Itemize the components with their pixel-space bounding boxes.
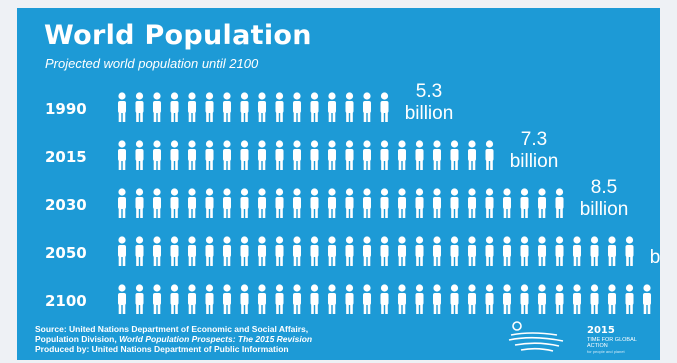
chart-subtitle: Projected world population until 2100 (45, 56, 259, 71)
value-label-2015: 7.3 (521, 129, 547, 150)
produced-by-line: Produced by: United Nations Department o… (35, 344, 289, 354)
population-bar-2030 (118, 188, 564, 218)
value-label-2030: 8.5 (591, 177, 617, 198)
source-line-2-prefix: Population Division, (35, 334, 120, 344)
year-label-2015: 2015 (45, 148, 87, 166)
value-label-1990: 5.3 (416, 81, 442, 102)
population-bar-2100 (118, 284, 651, 314)
population-bar-2015 (118, 140, 494, 170)
year-label-2050: 2050 (45, 244, 87, 262)
source-footer: Source: United Nations Department of Eco… (35, 324, 312, 354)
population-chart: 19905.3billion20157.3billion20308.5billi… (45, 81, 660, 314)
logo-tagline: Time for Global Action (587, 337, 637, 349)
year-label-2030: 2030 (45, 196, 87, 214)
population-bar-2050 (118, 236, 634, 266)
infographic-card: World Population Projected world populat… (17, 8, 660, 360)
population-bar-1990 (118, 92, 389, 122)
chart-title: World Population (44, 20, 312, 51)
unit-label-1990: billion (405, 103, 454, 124)
unit-label-2050: billion (650, 247, 660, 268)
campaign-logo-icon (508, 321, 564, 352)
source-publication-title: World Population Prospects: The 2015 Rev… (119, 334, 313, 344)
year-label-1990: 1990 (45, 100, 87, 118)
source-line-2: Population Division, World Population Pr… (35, 334, 312, 344)
source-line-1: Source: United Nations Department of Eco… (35, 324, 309, 334)
logo-year: 2015 (587, 325, 615, 336)
logo-subline: for people and planet (587, 349, 625, 354)
unit-label-2030: billion (580, 199, 629, 220)
year-label-2100: 2100 (45, 292, 87, 310)
unit-label-2015: billion (510, 151, 559, 172)
